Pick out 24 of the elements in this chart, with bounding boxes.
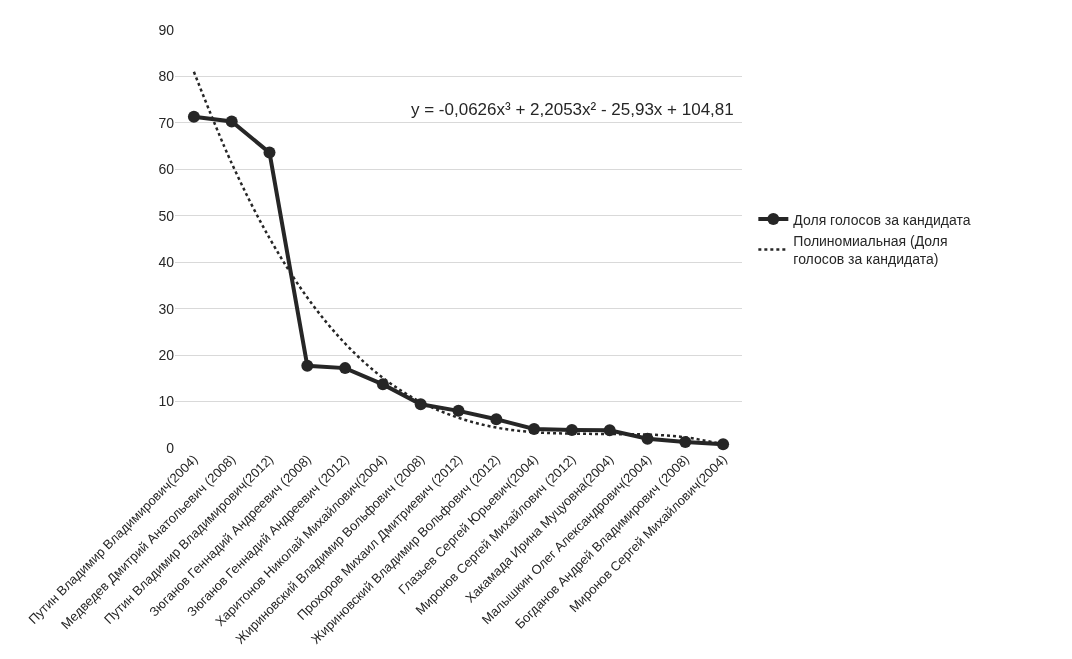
annotation: y = -0,0626x³ + 2,2053x² - 25,93x + 104,81 <box>411 100 734 119</box>
y-tick-label: 10 <box>158 393 175 410</box>
y-tick-label: 0 <box>166 439 175 456</box>
y-tick-label: 80 <box>158 68 175 85</box>
legend-label: Доля голосов за кандидата <box>793 211 971 228</box>
y-tick-label: 20 <box>158 347 175 364</box>
point <box>603 424 616 437</box>
point <box>225 115 238 128</box>
y-tick-label: 60 <box>158 161 175 178</box>
point <box>376 378 389 391</box>
point <box>565 423 578 436</box>
point <box>717 438 730 451</box>
point <box>263 146 276 159</box>
point <box>339 362 352 375</box>
point <box>490 413 503 426</box>
legend-label: Полиномиальная (Доля голосов за кандидата) <box>793 232 948 267</box>
point <box>452 404 465 417</box>
point <box>301 359 314 372</box>
y-tick-label: 30 <box>158 300 175 317</box>
point <box>187 110 200 123</box>
y-tick-label: 90 <box>158 21 175 38</box>
y-tick-label: 70 <box>158 114 175 131</box>
y-tick-label: 40 <box>158 254 175 271</box>
y-tick-label: 50 <box>158 207 175 224</box>
